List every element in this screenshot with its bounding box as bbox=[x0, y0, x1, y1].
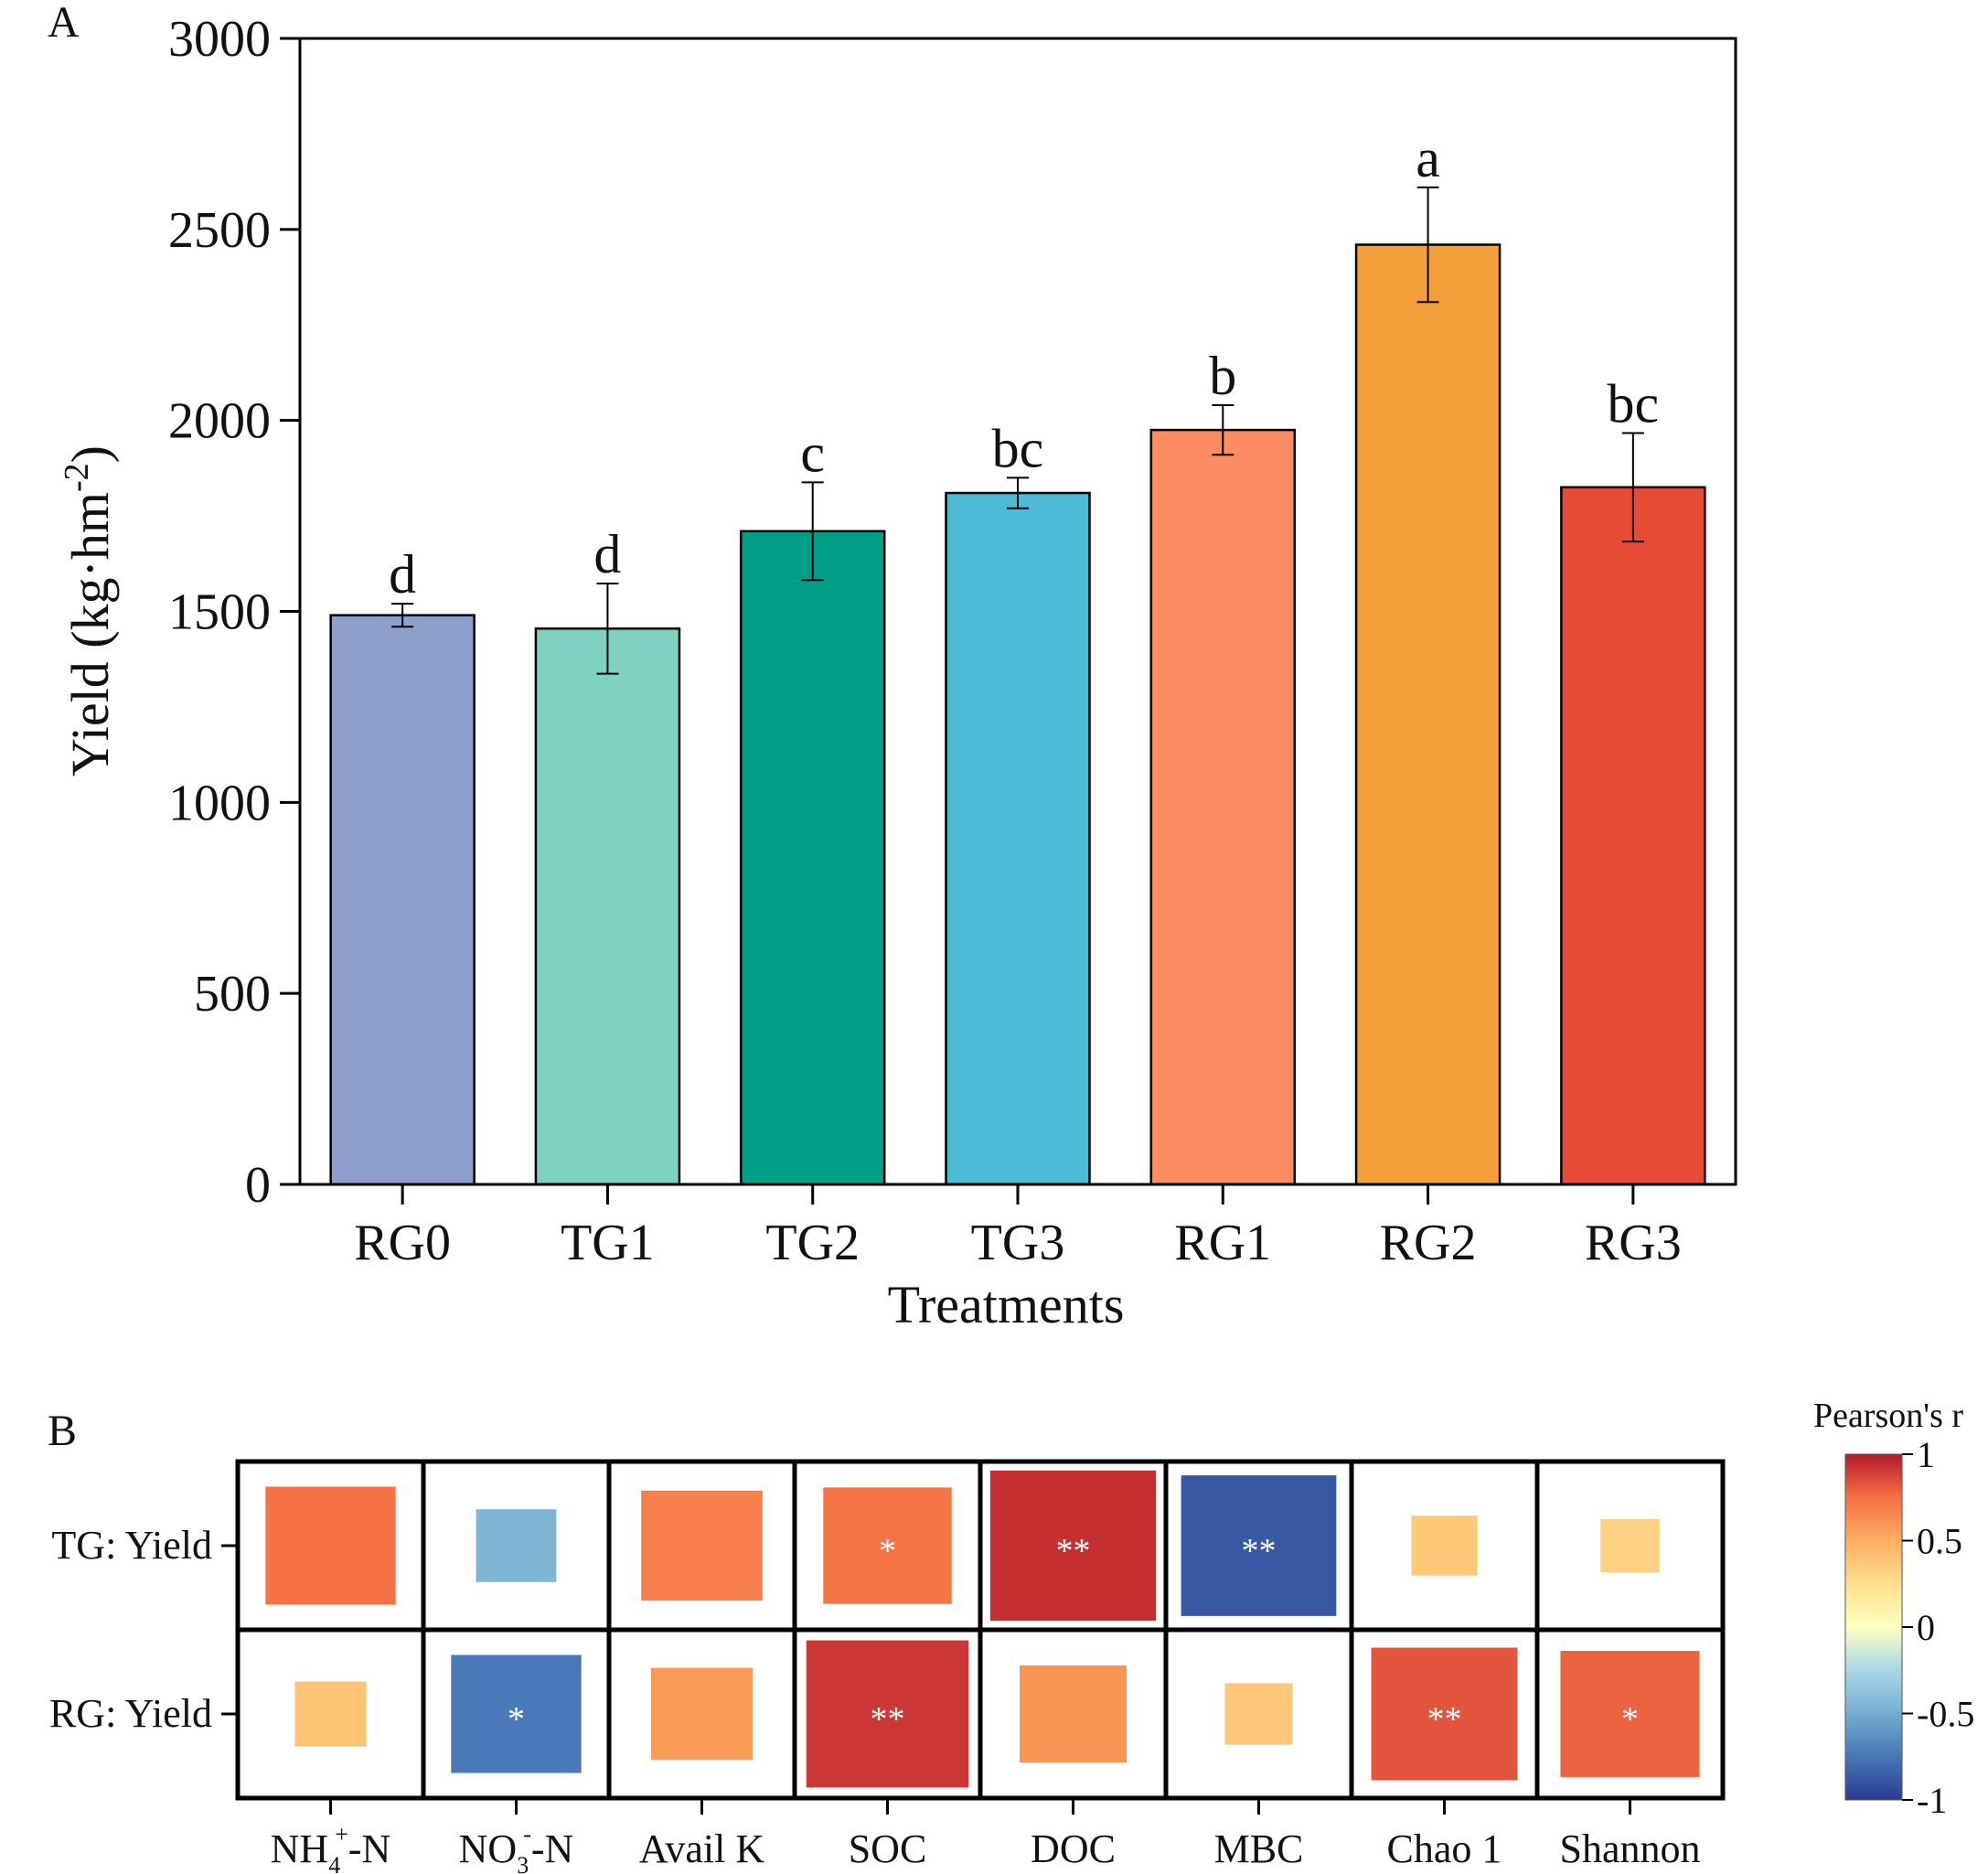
heat-square bbox=[476, 1509, 557, 1582]
significance-stars: ** bbox=[1427, 1700, 1462, 1739]
bar-RG1 bbox=[1149, 428, 1297, 1186]
x-tick-label: TG3 bbox=[971, 1215, 1065, 1271]
colorbar-tick-label: 0.5 bbox=[1917, 1521, 1962, 1562]
x-axis-title: Treatments bbox=[888, 1275, 1125, 1334]
panel-a: A 0 500 1000 1500 2000 2500 3000 d d c bc b a bc RG0… bbox=[48, 0, 1737, 1334]
heat-square bbox=[989, 1470, 1157, 1622]
bar-RG2 bbox=[1354, 243, 1502, 1186]
x-axis-ticks: RG0 TG1 TG2 TG3 RG1 RG2 RG3 bbox=[354, 1184, 1682, 1271]
significance-letter: bc bbox=[992, 418, 1044, 478]
heat-square bbox=[1020, 1665, 1127, 1763]
x-tick-label: RG0 bbox=[354, 1215, 451, 1271]
heat-square bbox=[265, 1486, 396, 1605]
column-label: MBC bbox=[1214, 1826, 1304, 1871]
bar-series: d d c bc b a bc bbox=[329, 128, 1706, 1186]
column-label: NH4+-N bbox=[271, 1821, 391, 1874]
colorbar-tick-label: -1 bbox=[1917, 1780, 1947, 1821]
heat-square bbox=[1560, 1651, 1700, 1777]
bar-RG0 bbox=[329, 614, 476, 1186]
colorbar-tick-label: -0.5 bbox=[1917, 1694, 1974, 1735]
bar-TG2 bbox=[739, 530, 886, 1186]
significance-stars: ** bbox=[871, 1700, 905, 1739]
column-label: Avail K bbox=[639, 1826, 764, 1871]
heat-square bbox=[1411, 1515, 1478, 1576]
significance-letter: a bbox=[1416, 128, 1440, 188]
significance-stars: * bbox=[508, 1700, 525, 1739]
bar-RG3 bbox=[1560, 486, 1706, 1186]
heat-square bbox=[1371, 1647, 1518, 1781]
colorbar-gradient bbox=[1844, 1453, 1903, 1801]
colorbar-tick-label: 0 bbox=[1917, 1607, 1935, 1648]
column-label: SOC bbox=[849, 1826, 927, 1871]
significance-letter: bc bbox=[1608, 373, 1660, 434]
column-label: DOC bbox=[1031, 1826, 1116, 1871]
y-axis-ticks: 0 500 1000 1500 2000 2500 3000 bbox=[168, 11, 300, 1214]
y-axis-title: Yield (kg·hm-2) bbox=[58, 445, 120, 776]
y-tick-label: 500 bbox=[194, 966, 271, 1023]
row-label: RG: Yield bbox=[49, 1691, 212, 1736]
x-tick-label: TG2 bbox=[765, 1215, 860, 1271]
panel-a-label: A bbox=[48, 0, 80, 47]
y-tick-label: 2000 bbox=[168, 393, 271, 450]
heat-square bbox=[806, 1640, 969, 1788]
colorbar-tick-label: 1 bbox=[1917, 1434, 1935, 1475]
heat-square bbox=[823, 1487, 952, 1604]
colorbar-title: Pearson's r bbox=[1813, 1397, 1963, 1435]
heat-square bbox=[641, 1490, 763, 1601]
significance-letter: c bbox=[800, 423, 825, 483]
heatmap-frame bbox=[235, 1459, 1726, 1801]
colorbar: Pearson's r 1 0.5 0 -0.5 -1 bbox=[1813, 1397, 1974, 1821]
panel-b-label: B bbox=[48, 1407, 77, 1455]
x-tick-label: TG1 bbox=[561, 1215, 655, 1271]
significance-letter: d bbox=[389, 544, 416, 605]
heat-square bbox=[1600, 1518, 1660, 1573]
column-label: Shannon bbox=[1560, 1826, 1701, 1871]
x-tick-label: RG1 bbox=[1174, 1215, 1271, 1271]
significance-letter: b bbox=[1209, 346, 1236, 406]
heat-square bbox=[1181, 1475, 1337, 1616]
column-label: Chao 1 bbox=[1387, 1826, 1502, 1871]
y-tick-label: 2500 bbox=[168, 202, 271, 259]
heat-square bbox=[451, 1654, 582, 1773]
y-tick-label: 1000 bbox=[168, 775, 271, 831]
bar-TG1 bbox=[534, 627, 681, 1186]
bar-TG3 bbox=[945, 491, 1091, 1186]
y-tick-label: 1500 bbox=[168, 584, 271, 641]
significance-stars: * bbox=[1621, 1700, 1639, 1739]
y-tick-label: 3000 bbox=[168, 11, 271, 68]
significance-stars: * bbox=[879, 1532, 896, 1570]
heat-square bbox=[1224, 1683, 1293, 1745]
y-tick-label: 0 bbox=[245, 1157, 271, 1214]
heat-square bbox=[294, 1681, 367, 1747]
row-label: TG: Yield bbox=[51, 1523, 212, 1568]
significance-stars: ** bbox=[1242, 1532, 1277, 1570]
significance-letter: d bbox=[593, 524, 621, 584]
column-label: NO3--N bbox=[459, 1821, 574, 1874]
significance-stars: ** bbox=[1056, 1532, 1091, 1570]
x-tick-label: RG2 bbox=[1380, 1215, 1477, 1271]
heat-square bbox=[650, 1667, 754, 1761]
x-tick-label: RG3 bbox=[1585, 1215, 1682, 1271]
